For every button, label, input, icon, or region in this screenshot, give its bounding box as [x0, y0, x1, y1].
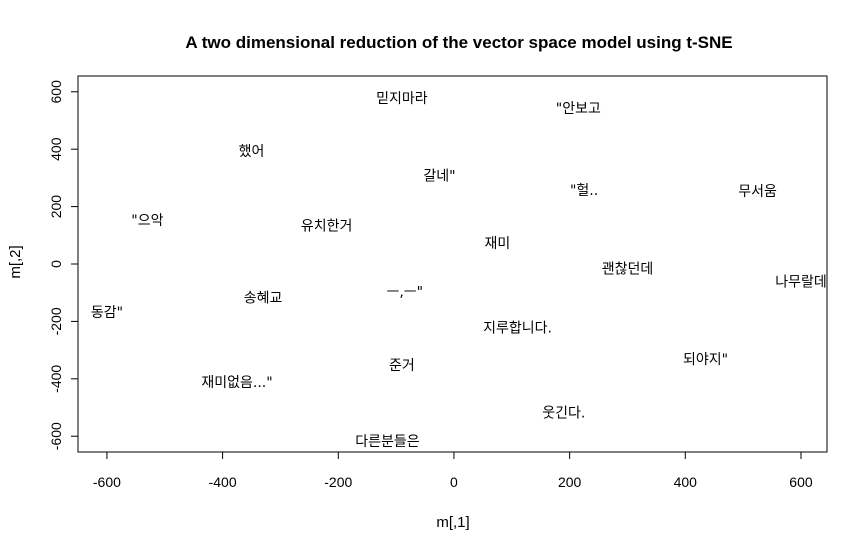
point-label: 준거: [389, 358, 415, 374]
x-tick-label: 400: [674, 474, 698, 490]
y-axis-label: m[,2]: [7, 245, 24, 278]
point-label: 동감": [91, 305, 123, 321]
point-label: 재미없음...": [201, 375, 272, 391]
point-label: "헐..: [570, 183, 598, 199]
y-tick-label: -400: [48, 365, 64, 393]
point-label: 지루합니다.: [483, 321, 552, 337]
point-label: 했어: [239, 144, 265, 160]
point-label: "으악: [131, 213, 163, 229]
point-label: 무서움: [738, 184, 777, 200]
point-label: 다른분들은: [355, 434, 420, 450]
point-label: ㅡ,ㅡ": [386, 285, 423, 301]
point-label: 괜찮던데: [602, 262, 654, 278]
x-axis-label: m[,1]: [436, 514, 469, 531]
x-axis: -600 -400 -200 0 200 400 600: [93, 451, 813, 490]
x-tick-label: 200: [558, 474, 582, 490]
point-label: 웃긴다.: [542, 405, 585, 421]
point-label: 재미: [484, 236, 510, 252]
y-tick-label: 600: [48, 80, 64, 104]
point-label: 나무랄데: [775, 275, 827, 291]
y-tick-label: 200: [48, 195, 64, 219]
y-tick-label: 400: [48, 137, 64, 161]
plot-frame: [77, 75, 828, 453]
x-tick-label: -600: [93, 474, 121, 490]
point-label: 송혜교: [244, 290, 283, 306]
chart-title: A two dimensional reduction of the vecto…: [185, 33, 732, 52]
y-tick-label: 0: [48, 260, 64, 268]
point-label: 유치한거: [301, 219, 353, 235]
y-axis: -600 -400 -200 0 200 400 600: [48, 80, 79, 450]
point-label: 믿지마라: [376, 91, 428, 107]
x-tick-label: 0: [450, 474, 458, 490]
point-label: 갈네": [423, 168, 455, 184]
y-tick-label: -200: [48, 307, 64, 335]
x-tick-label: 600: [789, 474, 813, 490]
x-tick-label: -400: [209, 474, 237, 490]
point-label: "안보고: [556, 101, 601, 117]
point-label: 되야지": [683, 352, 728, 368]
x-tick-label: -200: [324, 474, 352, 490]
y-tick-label: -600: [48, 422, 64, 450]
